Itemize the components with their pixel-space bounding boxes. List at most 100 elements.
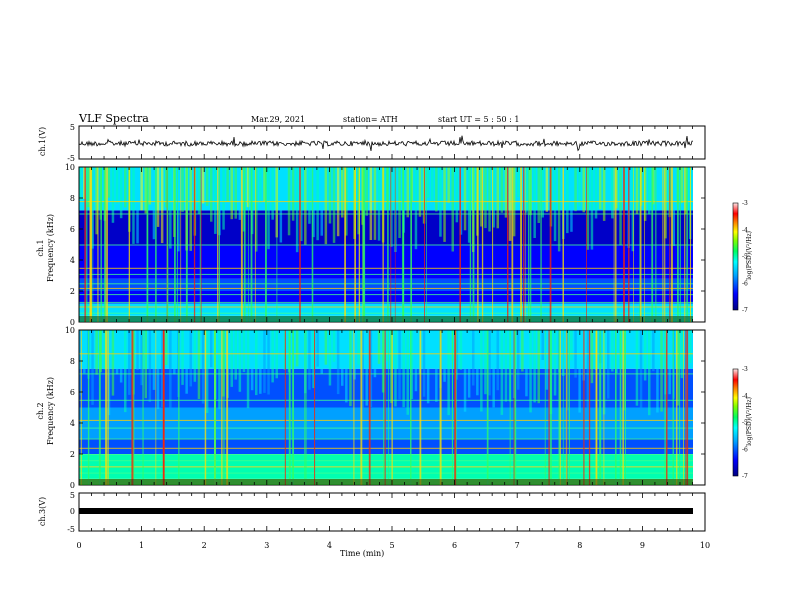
spectrogram-sferic bbox=[549, 167, 552, 322]
spectrogram-line bbox=[79, 287, 693, 289]
spectrogram-column bbox=[328, 167, 332, 224]
spectrogram-sferic bbox=[454, 330, 457, 485]
spectrogram-column bbox=[349, 330, 352, 407]
spectrogram-column bbox=[128, 330, 131, 395]
spectrogram-column bbox=[267, 330, 270, 395]
spectrogram-column bbox=[189, 167, 192, 251]
spectrogram-column bbox=[390, 330, 393, 403]
spectrogram-sferic bbox=[128, 167, 130, 322]
spectrogram-sferic bbox=[513, 330, 515, 485]
spectrogram-column bbox=[435, 330, 438, 402]
spectrogram-column bbox=[189, 330, 192, 387]
spectrogram-sferic bbox=[382, 167, 384, 322]
spectrogram-column bbox=[210, 167, 213, 222]
spectrogram-column bbox=[144, 167, 147, 214]
x-tick-label: 7 bbox=[515, 541, 520, 550]
date-label: Mar.29, 2021 bbox=[251, 115, 306, 124]
y-tick-label: -5 bbox=[67, 154, 75, 163]
spectrogram-column bbox=[300, 330, 303, 367]
spectrogram-sferic bbox=[676, 330, 678, 485]
spectrogram-sferic bbox=[664, 167, 666, 322]
spectrogram-column bbox=[136, 167, 139, 244]
spectrogram-sferic bbox=[671, 167, 673, 322]
spectrogram-column bbox=[165, 167, 168, 208]
spectrogram-column bbox=[553, 167, 557, 242]
spectrogram-column bbox=[124, 167, 127, 208]
spectrogram-sferic bbox=[684, 167, 686, 322]
spectrogram-line bbox=[79, 273, 693, 275]
spectrogram-column bbox=[652, 330, 655, 372]
spectrogram-column bbox=[553, 330, 557, 396]
spectrogram-sferic bbox=[524, 167, 526, 322]
spectrogram-column bbox=[111, 330, 115, 396]
spectrogram-column bbox=[467, 330, 471, 398]
ch2-colorbar-gradient bbox=[732, 368, 739, 477]
colorbar-tick-label: -5 bbox=[742, 420, 748, 427]
spectrogram-sferic bbox=[106, 167, 108, 322]
spectrogram-band bbox=[79, 303, 693, 316]
spectrogram-band bbox=[79, 210, 693, 245]
spectrogram-line bbox=[79, 283, 693, 285]
spectrogram-column bbox=[169, 167, 172, 249]
spectrogram-sferic bbox=[226, 330, 229, 485]
y-tick-label: -5 bbox=[67, 525, 75, 534]
spectrogram-column bbox=[246, 330, 250, 409]
ch3-waveform-ylabel: ch.3(V) bbox=[38, 496, 48, 527]
spectrogram-column bbox=[472, 330, 475, 386]
spectrogram-column bbox=[418, 167, 422, 217]
spectrogram-column bbox=[214, 167, 217, 234]
spectrogram-sferic bbox=[185, 167, 188, 322]
spectrogram-line bbox=[79, 438, 693, 440]
spectrogram-column bbox=[455, 330, 459, 380]
spectrogram-sferic bbox=[679, 167, 681, 322]
spectrogram-column bbox=[598, 167, 602, 210]
spectrogram-sferic bbox=[566, 330, 568, 485]
spectrogram-column bbox=[132, 167, 135, 244]
spectrogram-sferic bbox=[633, 167, 634, 322]
spectrogram-column bbox=[660, 330, 663, 412]
spectrogram-sferic bbox=[354, 167, 356, 322]
spectrogram-column bbox=[91, 330, 94, 405]
spectrogram-sferic bbox=[451, 330, 453, 485]
spectrogram-column bbox=[672, 167, 675, 246]
spectrogram-sferic bbox=[528, 167, 530, 322]
spectrogram-column bbox=[177, 167, 180, 252]
spectrogram-column bbox=[201, 167, 205, 204]
spectrogram-column bbox=[447, 167, 450, 203]
spectrogram-column bbox=[255, 167, 258, 252]
spectrogram-column bbox=[480, 167, 483, 227]
spectrogram-sferic bbox=[166, 167, 169, 322]
spectrogram-column bbox=[398, 330, 401, 400]
spectrogram-line bbox=[79, 373, 693, 375]
colorbar-tick-label: -3 bbox=[742, 200, 748, 207]
spectrogram-column bbox=[426, 167, 430, 198]
spectrogram-sferic bbox=[360, 330, 363, 485]
spectrogram-column bbox=[447, 330, 450, 416]
y-tick-label: 10 bbox=[65, 326, 75, 335]
station-label: station= ATH bbox=[343, 115, 398, 124]
spectrogram-column bbox=[332, 330, 336, 362]
x-tick-label: 3 bbox=[264, 541, 269, 550]
spectrogram-sferic bbox=[84, 167, 86, 322]
spectrogram-sferic bbox=[100, 167, 102, 322]
spectrogram-column bbox=[201, 330, 205, 404]
spectrogram-column bbox=[222, 167, 225, 230]
spectrogram-sferic bbox=[679, 330, 681, 485]
spectrogram-column bbox=[124, 330, 127, 413]
spectrogram-sferic bbox=[624, 330, 626, 485]
spectrogram-column bbox=[463, 167, 467, 231]
spectrogram-column bbox=[635, 330, 639, 406]
spectrogram-column bbox=[259, 167, 262, 204]
x-tick-label: 10 bbox=[700, 541, 710, 550]
y-tick-label: 6 bbox=[70, 388, 75, 397]
spectrogram-sferic bbox=[514, 330, 517, 485]
spectrogram-column bbox=[300, 167, 303, 242]
ch3-waveform-panel bbox=[78, 492, 706, 532]
spectrogram-sferic bbox=[690, 167, 691, 322]
spectrogram-column bbox=[234, 330, 237, 380]
spectrogram-sferic bbox=[562, 167, 564, 322]
spectrogram-sferic bbox=[131, 330, 134, 485]
spectrogram-column bbox=[79, 330, 82, 396]
spectrogram-column bbox=[328, 330, 332, 386]
spectrogram-line bbox=[79, 454, 693, 455]
